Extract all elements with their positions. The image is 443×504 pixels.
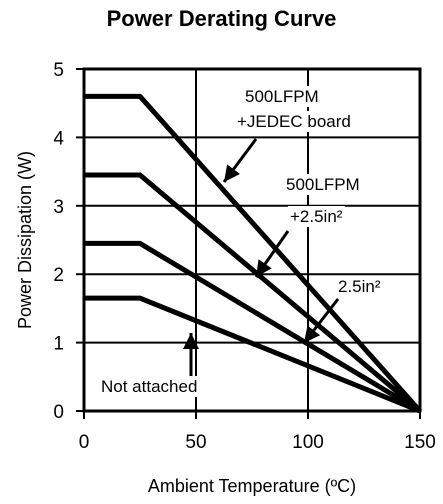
annotation-text: +2.5in² [290, 207, 343, 226]
x-tick-label: 50 [185, 432, 206, 453]
series-lines [84, 93, 422, 414]
annotation-text: +JEDEC board [237, 112, 351, 131]
annotation-text: 2.5in² [338, 277, 381, 296]
y-tick-label: 4 [53, 128, 64, 149]
y-tick-label: 0 [53, 402, 64, 423]
tick-marks [76, 68, 421, 419]
annotation-arrow-head [256, 259, 272, 277]
series-line-4 [84, 295, 421, 414]
annotation-background [243, 86, 321, 107]
y-axis-label: Power Dissipation (W) [15, 151, 35, 329]
x-tick-label: 100 [292, 432, 324, 453]
y-tick-label: 2 [53, 265, 64, 286]
x-tick-label: 0 [79, 432, 90, 453]
annotation-text: 500LFPM [245, 87, 319, 106]
annotation-arrow-head [183, 333, 199, 349]
annotation-background [235, 111, 353, 132]
series-line-3 [84, 240, 422, 414]
annotation-arrow-head [224, 164, 240, 182]
annotation-background [336, 276, 383, 297]
annotation-arrows [183, 138, 340, 377]
chart-title: Power Derating Curve [106, 6, 337, 31]
y-tick-label: 5 [53, 60, 64, 81]
x-tick-label: 150 [404, 432, 436, 453]
y-tick-label: 3 [53, 197, 64, 218]
plot-frame [82, 67, 422, 413]
x-axis-label: Ambient Temperature (ºC) [148, 476, 356, 496]
annotations: 500LFPM +JEDEC board 500LFPM +2.5in² 2.5in² N… [99, 86, 383, 397]
annotation-arrow-head [304, 325, 321, 343]
y-tick-labels: 0 1 2 3 4 5 [53, 60, 64, 423]
series-line-1 [84, 93, 422, 413]
x-tick-labels: 0 50 100 150 [79, 432, 436, 453]
annotation-background [99, 376, 200, 397]
y-tick-label: 1 [53, 334, 64, 355]
annotation-text: Not attached [101, 377, 197, 396]
annotation-background [288, 206, 345, 227]
annotation-background [284, 174, 362, 195]
annotation-text: 500LFPM [286, 175, 360, 194]
series-line-2 [84, 172, 422, 413]
